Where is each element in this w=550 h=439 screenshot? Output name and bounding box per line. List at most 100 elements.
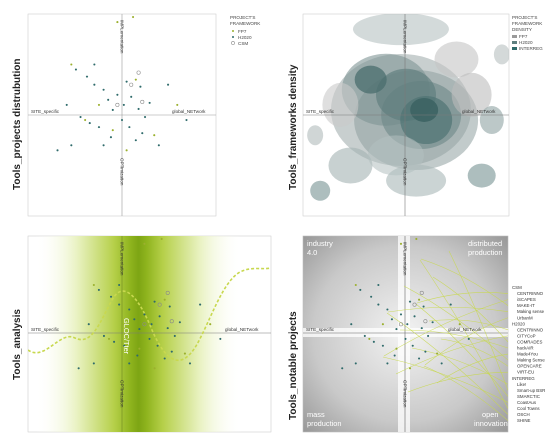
point-h2020 bbox=[74, 68, 77, 71]
density-blob bbox=[451, 72, 492, 117]
axis-label-bottom: OPTimization bbox=[120, 380, 125, 408]
point-csm bbox=[423, 319, 428, 324]
point-fp7 bbox=[408, 367, 412, 370]
point-fp7 bbox=[70, 63, 73, 66]
point-h2020 bbox=[422, 305, 425, 308]
connector-line bbox=[432, 276, 508, 343]
point-h2020 bbox=[143, 115, 147, 119]
point-h2020 bbox=[123, 344, 126, 347]
point-fp7 bbox=[153, 134, 156, 137]
panel-analysis: IMPLementation OPTimization SITE_specifi… bbox=[12, 235, 272, 433]
point-h2020 bbox=[93, 63, 96, 66]
connector-line bbox=[387, 306, 508, 313]
connector-line bbox=[419, 259, 508, 409]
point-h2020 bbox=[141, 132, 144, 135]
point-h2020 bbox=[413, 315, 416, 318]
point-h2020 bbox=[359, 288, 362, 291]
point-h2020 bbox=[440, 362, 443, 365]
point-h2020 bbox=[219, 337, 222, 340]
scatter-points bbox=[77, 237, 222, 370]
legend-label-fp7: FP7 bbox=[238, 29, 247, 34]
axis-label-top: IMPLementation bbox=[120, 242, 125, 276]
project-list-item: Making sense bbox=[517, 309, 545, 314]
legend-title-2: FRAMEWORK bbox=[230, 21, 261, 26]
quadrant-label-open-2: innovation bbox=[474, 419, 508, 428]
density-blob bbox=[493, 44, 509, 65]
point-h2020 bbox=[102, 88, 105, 91]
connector-line bbox=[383, 299, 508, 357]
point-fp7 bbox=[418, 298, 421, 301]
point-fp7 bbox=[125, 149, 128, 152]
point-h2020 bbox=[128, 126, 131, 129]
point-h2020 bbox=[118, 303, 121, 306]
project-list-item: SMARCTIC bbox=[517, 394, 540, 399]
point-csm bbox=[140, 99, 145, 104]
point-h2020 bbox=[158, 315, 161, 318]
point-h2020 bbox=[85, 75, 89, 78]
project-list-item: SHINE bbox=[517, 418, 530, 423]
point-h2020 bbox=[406, 323, 409, 326]
point-fp7 bbox=[84, 119, 87, 122]
connector-line bbox=[403, 285, 508, 361]
legend-marker-csm bbox=[231, 41, 235, 45]
point-fp7 bbox=[381, 323, 384, 326]
density-blob bbox=[310, 180, 331, 201]
point-h2020 bbox=[102, 334, 106, 338]
point-h2020 bbox=[386, 308, 389, 311]
point-h2020 bbox=[128, 362, 131, 365]
point-h2020 bbox=[163, 357, 166, 360]
point-h2020 bbox=[93, 83, 96, 86]
project-list-item: iSCAPES bbox=[517, 297, 536, 302]
point-h2020 bbox=[137, 107, 140, 110]
point-h2020 bbox=[138, 328, 141, 331]
band-center-label: GLOC/Tter bbox=[122, 318, 131, 355]
point-h2020 bbox=[377, 283, 380, 287]
point-h2020 bbox=[134, 139, 137, 142]
point-h2020 bbox=[125, 80, 128, 83]
connector-line bbox=[436, 353, 508, 384]
point-csm bbox=[157, 302, 162, 307]
panel-title: Tools_projects distrubution bbox=[12, 59, 23, 190]
point-h2020 bbox=[87, 323, 90, 326]
point-h2020 bbox=[449, 303, 452, 306]
point-h2020 bbox=[109, 295, 113, 298]
point-h2020 bbox=[113, 340, 116, 343]
quadrant-label-mass-2: production bbox=[307, 419, 342, 428]
quadrant-label-mass: mass bbox=[307, 410, 325, 419]
legend-title-2: FRAMEWORK bbox=[512, 21, 543, 26]
axis-label-right: global_NETwork bbox=[448, 327, 482, 332]
axis-label-bottom: OPTimization bbox=[403, 158, 408, 186]
point-h2020 bbox=[139, 85, 142, 88]
point-h2020 bbox=[377, 303, 380, 306]
project-list-item: INTERREG bbox=[512, 376, 535, 381]
legend-title-1: PROJECT'S bbox=[230, 15, 255, 20]
point-csm bbox=[115, 102, 120, 107]
point-h2020 bbox=[150, 323, 153, 326]
density-blob bbox=[434, 41, 479, 78]
density-blob bbox=[328, 147, 373, 184]
point-h2020 bbox=[427, 334, 430, 338]
connector-line bbox=[386, 312, 508, 415]
point-h2020 bbox=[148, 101, 151, 104]
point-csm bbox=[419, 290, 424, 295]
point-h2020 bbox=[156, 344, 159, 347]
legend-marker-h2020 bbox=[232, 36, 234, 38]
project-list-item: Made4You bbox=[517, 352, 538, 357]
axis-label-top: IMPLementation bbox=[120, 20, 125, 54]
point-h2020 bbox=[92, 362, 95, 365]
connector-line bbox=[423, 365, 508, 421]
point-h2020 bbox=[70, 144, 73, 147]
point-fp7 bbox=[116, 21, 119, 24]
point-h2020 bbox=[133, 318, 136, 321]
density-contours bbox=[307, 14, 509, 201]
point-fp7 bbox=[368, 337, 371, 340]
point-fp7 bbox=[143, 242, 146, 245]
point-fp7 bbox=[399, 242, 403, 245]
legend-label-fp7: FP7 bbox=[519, 34, 528, 39]
axis-label-left: SITE_specific bbox=[31, 327, 60, 332]
point-h2020 bbox=[111, 108, 114, 111]
project-list-item: UrbanM bbox=[517, 315, 533, 320]
point-fp7 bbox=[153, 367, 156, 370]
point-h2020 bbox=[185, 119, 188, 122]
